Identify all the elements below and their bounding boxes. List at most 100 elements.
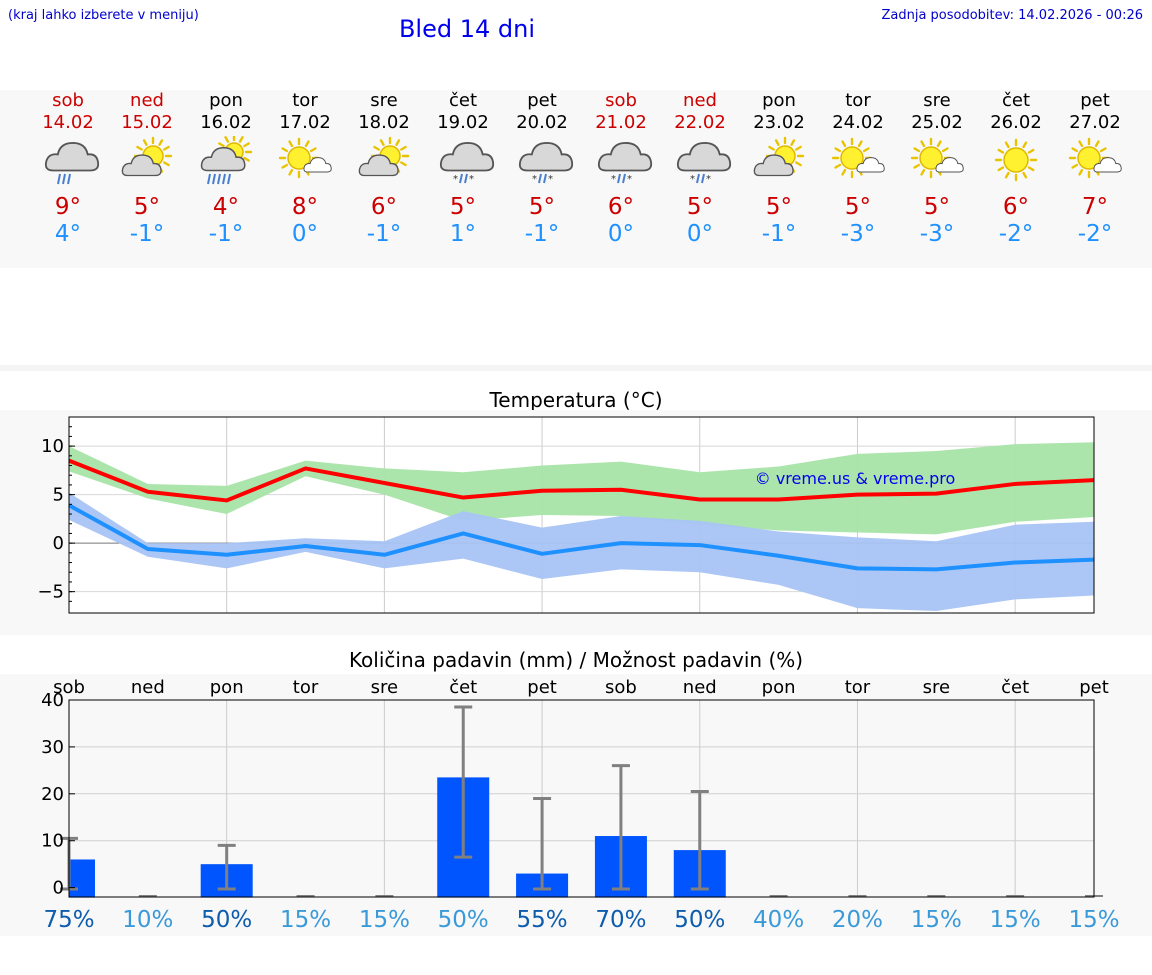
min-temperature: 0° [291, 221, 319, 247]
day-date: 18.02 [358, 112, 410, 133]
svg-text:*: * [532, 174, 537, 185]
error-bar [217, 843, 236, 891]
min-temperature: -1° [761, 221, 797, 247]
max-temperature: 8° [291, 194, 319, 220]
divider [0, 365, 1152, 371]
day-column: pon 23.02 5° -1° [739, 90, 819, 248]
day-name: sre [923, 90, 951, 111]
day-name: čet [1001, 90, 1031, 111]
sun-icon [994, 138, 1038, 182]
precipitation-probability: 70% [595, 907, 646, 933]
y-tick-label: 20 [41, 784, 64, 805]
min-temperature: -3° [919, 221, 955, 247]
y-tick-label: 10 [41, 436, 64, 457]
min-temperature: -3° [840, 221, 876, 247]
location-hint: (kraj lahko izberete v meniju) [8, 8, 199, 23]
day-name: ned [683, 90, 717, 111]
precipitation-bar [69, 859, 95, 898]
day-column: tor 24.02 5° -3° [818, 90, 898, 248]
day-column: sre 18.02 6° -1° [344, 90, 424, 248]
day-name: sob [605, 90, 637, 111]
sun-small-cloud-icon [1068, 137, 1122, 179]
precipitation-probability: 40% [753, 907, 804, 933]
day-column: sob 14.02 9° 4° [28, 90, 108, 248]
max-temperature: 5° [528, 194, 556, 220]
day-date: 17.02 [279, 112, 331, 133]
error-bar [611, 764, 630, 891]
error-bar [690, 789, 709, 891]
day-column: pet 27.02 7° -2° [1055, 90, 1135, 248]
day-date: 19.02 [437, 112, 489, 133]
sun-cloud-icon [753, 136, 805, 177]
y-tick-label: 30 [41, 737, 64, 758]
cloud-rain-icon [44, 141, 100, 185]
svg-text:*: * [548, 174, 553, 185]
sun-small-cloud-icon [278, 137, 332, 179]
day-name: pet [1080, 90, 1110, 111]
day-name: tor [845, 90, 871, 111]
svg-text:*: * [690, 174, 695, 185]
day-name: sob [52, 90, 84, 111]
day-label: pon [210, 677, 244, 698]
day-column: čet 26.02 6° -2° [976, 90, 1056, 248]
temperature-line-max [68, 458, 1095, 503]
cloud-sleet-icon: * * [518, 141, 574, 185]
precipitation-probability: 75% [43, 907, 94, 933]
day-name: pon [762, 90, 796, 111]
day-name: ned [130, 90, 164, 111]
y-tick-label: 0 [53, 533, 64, 554]
day-date: 27.02 [1069, 112, 1121, 133]
min-temperature: 0° [686, 221, 714, 247]
cloud-sleet-icon: * * [676, 141, 732, 185]
day-label: sob [605, 677, 637, 698]
day-name: čet [448, 90, 478, 111]
day-label: pon [762, 677, 796, 698]
max-temperature: 5° [686, 194, 714, 220]
precipitation-probability: 10% [122, 907, 173, 933]
precipitation-probability: 50% [201, 907, 252, 933]
day-column: pon 16.02 4° -1° [186, 90, 266, 248]
precipitation-probability: 20% [832, 907, 883, 933]
y-tick-label: 5 [53, 485, 64, 506]
day-column: sre 25.02 5° -3° [897, 90, 977, 248]
precipitation-probability: 15% [280, 907, 331, 933]
min-temperature: 4° [54, 221, 82, 247]
day-column: ned 15.02 5° -1° [107, 90, 187, 248]
sun-cloud-icon [121, 136, 173, 177]
temperature-range-band-min [69, 492, 1094, 612]
temperature-chart-title: Temperatura (°C) [489, 388, 663, 412]
daily-forecast-strip: sob 14.02 9° 4° ned 15.02 5° -1° pon 16.02 4° -1… [0, 90, 1152, 268]
page-title: Bled 14 dni [398, 15, 536, 43]
day-label: čet [1001, 677, 1029, 698]
day-name: pet [527, 90, 557, 111]
day-date: 15.02 [121, 112, 173, 133]
min-temperature: -2° [1077, 221, 1113, 247]
day-column: pet 20.02 * * 5° -1° [502, 90, 582, 248]
sun-small-cloud-icon [910, 137, 964, 179]
day-label: sre [371, 677, 398, 698]
day-label: sob [53, 677, 85, 698]
max-temperature: 6° [607, 194, 635, 220]
min-temperature: -1° [366, 221, 402, 247]
error-bar [454, 705, 473, 859]
sun-cloud-icon [358, 136, 410, 177]
precipitation-chart: sob ned pon tor sre čet pet sob ned pon tor sre čet p… [0, 674, 1152, 936]
precipitation-probability: 15% [911, 907, 962, 933]
day-label: pet [527, 677, 557, 698]
day-date: 22.02 [674, 112, 726, 133]
max-temperature: 5° [133, 194, 161, 220]
min-temperature: -2° [998, 221, 1034, 247]
day-column: čet 19.02 * * 5° 1° [423, 90, 503, 248]
precipitation-probability: 15% [990, 907, 1041, 933]
svg-text:*: * [706, 174, 711, 185]
svg-text:*: * [469, 174, 474, 185]
min-temperature: -1° [129, 221, 165, 247]
min-temperature: 1° [449, 221, 477, 247]
day-column: sob 21.02 * * 6° 0° [581, 90, 661, 248]
max-temperature: 6° [370, 194, 398, 220]
max-temperature: 5° [923, 194, 951, 220]
y-tick-label: 10 [41, 831, 64, 852]
day-label: pet [1079, 677, 1109, 698]
y-tick-label: 40 [41, 690, 64, 711]
cloud-sleet-icon: * * [597, 141, 653, 185]
